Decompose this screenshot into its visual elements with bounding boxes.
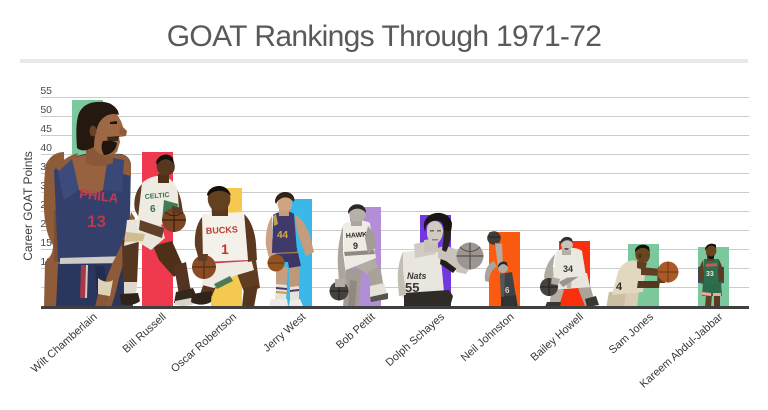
svg-text:6: 6	[150, 204, 156, 215]
svg-text:1: 1	[221, 241, 229, 257]
svg-text:55: 55	[405, 280, 419, 295]
svg-text:HAWKS: HAWKS	[346, 231, 373, 240]
svg-text:Nats: Nats	[407, 271, 427, 281]
svg-text:PHILA: PHILA	[79, 186, 120, 206]
svg-text:44: 44	[277, 230, 289, 241]
svg-text:13: 13	[87, 212, 106, 231]
svg-text:6: 6	[505, 286, 510, 295]
svg-text:34: 34	[563, 264, 573, 274]
svg-text:BUCKS: BUCKS	[206, 224, 238, 236]
svg-text:9: 9	[353, 241, 358, 251]
svg-text:33: 33	[706, 271, 714, 278]
svg-text:CELTIC: CELTIC	[145, 192, 170, 201]
svg-text:4: 4	[616, 281, 623, 293]
